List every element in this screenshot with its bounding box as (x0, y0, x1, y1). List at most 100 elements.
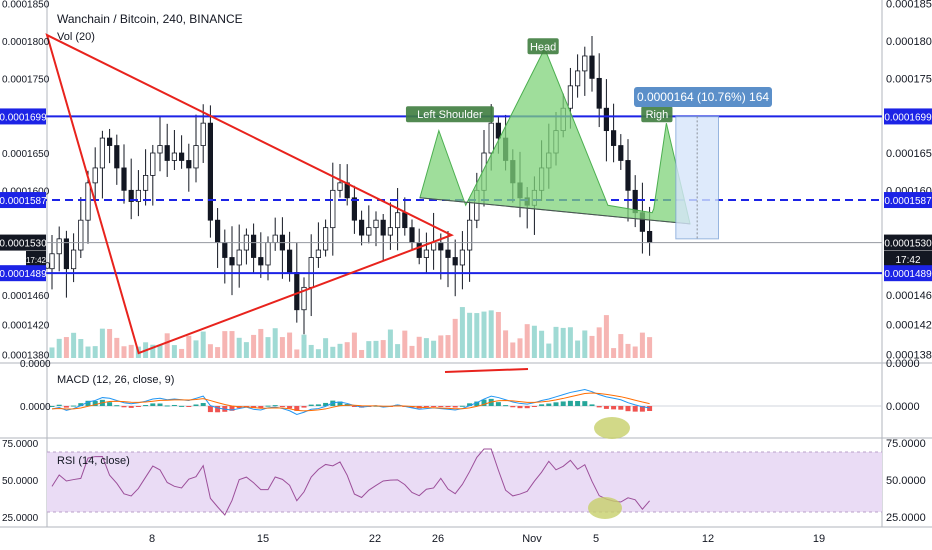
volume-bar (301, 334, 307, 358)
signal-line (51, 392, 650, 412)
price-tick-label: 0.0001380 (886, 350, 932, 362)
macd-histogram-bar (596, 406, 602, 408)
volume-bar (603, 315, 609, 358)
volume-bar (618, 334, 624, 358)
candle-body (214, 219, 221, 243)
volume-bar (625, 343, 631, 358)
candle-body (178, 152, 185, 161)
macd-histogram-bar (445, 406, 451, 408)
volume-bar (560, 327, 566, 358)
macd-histogram-bar (575, 401, 581, 406)
candle-body (452, 257, 458, 266)
volume-bar (71, 332, 77, 358)
candle-body (236, 249, 242, 266)
macd-histogram-bar (531, 406, 537, 407)
candle-body (466, 219, 473, 251)
candle-body (164, 145, 170, 161)
volume-bar (639, 332, 645, 358)
volume-bar (567, 327, 573, 358)
price-tick-label-left: 0.0001750 (2, 74, 50, 85)
rsi-band (47, 452, 882, 512)
macd-histogram-bar (524, 406, 530, 409)
candle-body (423, 249, 430, 258)
macd-histogram-bar (200, 403, 206, 406)
candle-body (135, 189, 141, 202)
volume-bar (63, 337, 69, 358)
price-badge-text-left: 17:42 (26, 256, 47, 265)
volume-bar (445, 335, 451, 358)
rsi-tick-label-left: 75.0000 (2, 439, 39, 450)
volume-bar (121, 346, 127, 358)
volume-bar (546, 343, 552, 358)
volume-bar (229, 331, 235, 358)
candle-body (358, 219, 365, 236)
macd-histogram-bar (63, 406, 69, 408)
candle-body (193, 145, 199, 169)
candle-body (207, 122, 213, 221)
price-tick-label: 0.0001750 (886, 73, 932, 85)
pattern-label-bg (405, 106, 494, 123)
volume-bar (474, 313, 480, 358)
macd-histogram-bar (157, 403, 163, 406)
price-badge-text: 0.0001489 (884, 269, 932, 280)
pattern-label: Left Shoulder (417, 109, 483, 121)
macd-histogram-bar (179, 405, 185, 407)
macd-histogram-bar (452, 406, 458, 408)
volume-bar (157, 344, 163, 358)
macd-histogram-bar (114, 405, 120, 407)
macd-histogram-bar (539, 404, 545, 406)
volume-bar (575, 340, 581, 358)
volume-bar (251, 334, 257, 358)
volume-bar (171, 345, 177, 358)
candle-body (315, 249, 322, 258)
macd-histogram-bar (56, 404, 62, 406)
candle-body (330, 189, 336, 229)
macd-histogram-bar (582, 401, 588, 406)
candle-body (373, 219, 379, 229)
macd-tick-label-left: 0.0000 (20, 402, 51, 413)
macd-histogram-bar (567, 400, 573, 406)
candle-body (409, 227, 415, 243)
volume-bar (186, 335, 192, 358)
volume-bar (272, 328, 278, 358)
price-tick-label-left: 0.0001650 (2, 149, 50, 160)
candle-body (63, 238, 69, 270)
volume-bar (265, 337, 271, 358)
macd-highlight (594, 417, 630, 439)
volume-bar (467, 312, 473, 358)
volume-bar (380, 340, 386, 358)
candle-body (459, 249, 466, 266)
volume-bar (337, 343, 343, 358)
price-badge-text: 17:42 (895, 255, 920, 266)
macd-histogram-bar (272, 405, 278, 407)
macd-label: MACD (12, 26, close, 9) (57, 374, 175, 386)
candle-body (107, 137, 113, 146)
price-badge-text: 0.0001699 (884, 112, 932, 123)
candle-body (157, 145, 163, 154)
price-tick-label-left: 0.0001380 (2, 351, 50, 362)
triangle-pattern (45, 33, 454, 355)
price-tick-label-left: 0.0001460 (2, 291, 50, 302)
candle-body (625, 160, 631, 191)
macd-histogram-bar (164, 405, 170, 407)
price-badge-text-left: 0.0001489 (0, 269, 47, 280)
macd-histogram-bar (143, 405, 149, 407)
candle-body (265, 242, 271, 266)
macd-tick-label: 0.0000 (886, 401, 920, 413)
candle-body (114, 145, 120, 169)
candle-body (380, 219, 386, 236)
volume-bar (222, 331, 228, 358)
candle-body (394, 212, 401, 229)
candle-body (121, 167, 127, 191)
macd-histogram-bar (229, 406, 235, 411)
macd-histogram-bar (265, 405, 271, 407)
candle-body (150, 152, 156, 176)
price-tick-label-left: 0.0001420 (2, 321, 50, 332)
candle-body (438, 242, 444, 251)
volume-bar (459, 307, 465, 358)
macd-histogram-bar (330, 400, 336, 406)
candle-body (200, 122, 206, 146)
volume-bar (395, 344, 401, 358)
macd-histogram-bar (193, 404, 199, 406)
candle-body (322, 227, 329, 251)
